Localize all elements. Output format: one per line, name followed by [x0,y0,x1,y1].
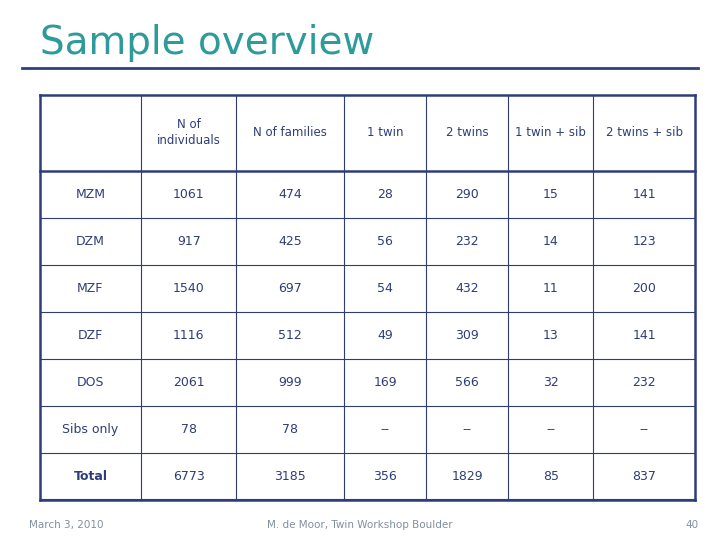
Text: 2 twins: 2 twins [446,126,488,139]
Text: 15: 15 [543,188,559,201]
Text: 85: 85 [543,470,559,483]
Text: 11: 11 [543,282,559,295]
Text: 697: 697 [279,282,302,295]
Text: 54: 54 [377,282,393,295]
Text: 40: 40 [685,520,698,530]
Text: 290: 290 [455,188,479,201]
Text: 123: 123 [632,235,656,248]
Text: DZM: DZM [76,235,105,248]
Text: 1116: 1116 [173,329,204,342]
Text: Sibs only: Sibs only [62,423,119,436]
Text: 356: 356 [374,470,397,483]
Text: 232: 232 [455,235,479,248]
Text: 1061: 1061 [173,188,204,201]
Text: 32: 32 [543,376,559,389]
Text: 13: 13 [543,329,559,342]
Text: DZF: DZF [78,329,103,342]
Text: 6773: 6773 [173,470,204,483]
Text: --: -- [639,423,649,436]
Text: 2061: 2061 [173,376,204,389]
Text: 28: 28 [377,188,393,201]
Text: 837: 837 [632,470,656,483]
Text: 425: 425 [279,235,302,248]
Text: 474: 474 [279,188,302,201]
Text: March 3, 2010: March 3, 2010 [29,520,103,530]
Text: 2 twins + sib: 2 twins + sib [606,126,683,139]
Text: 999: 999 [279,376,302,389]
Text: 566: 566 [455,376,479,389]
Text: M. de Moor, Twin Workshop Boulder: M. de Moor, Twin Workshop Boulder [267,520,453,530]
Text: 432: 432 [455,282,479,295]
Text: --: -- [463,423,472,436]
Text: N of
individuals: N of individuals [157,118,220,147]
Text: 169: 169 [374,376,397,389]
Text: 141: 141 [632,329,656,342]
Text: MZM: MZM [76,188,105,201]
Text: N of families: N of families [253,126,327,139]
Text: --: -- [381,423,390,436]
Text: 917: 917 [177,235,201,248]
Text: --: -- [546,423,555,436]
Text: Sample overview: Sample overview [40,24,374,62]
Text: 1 twin: 1 twin [367,126,403,139]
Text: 309: 309 [455,329,479,342]
Text: 1 twin + sib: 1 twin + sib [516,126,586,139]
Text: 512: 512 [279,329,302,342]
Text: Total: Total [73,470,107,483]
Text: 78: 78 [181,423,197,436]
Text: 1829: 1829 [451,470,483,483]
Text: 78: 78 [282,423,298,436]
Text: DOS: DOS [76,376,104,389]
Text: MZF: MZF [77,282,104,295]
Text: 3185: 3185 [274,470,306,483]
Text: 141: 141 [632,188,656,201]
Text: 56: 56 [377,235,393,248]
Text: 200: 200 [632,282,656,295]
Text: 232: 232 [632,376,656,389]
Text: 14: 14 [543,235,559,248]
Text: 1540: 1540 [173,282,204,295]
Text: 49: 49 [377,329,393,342]
